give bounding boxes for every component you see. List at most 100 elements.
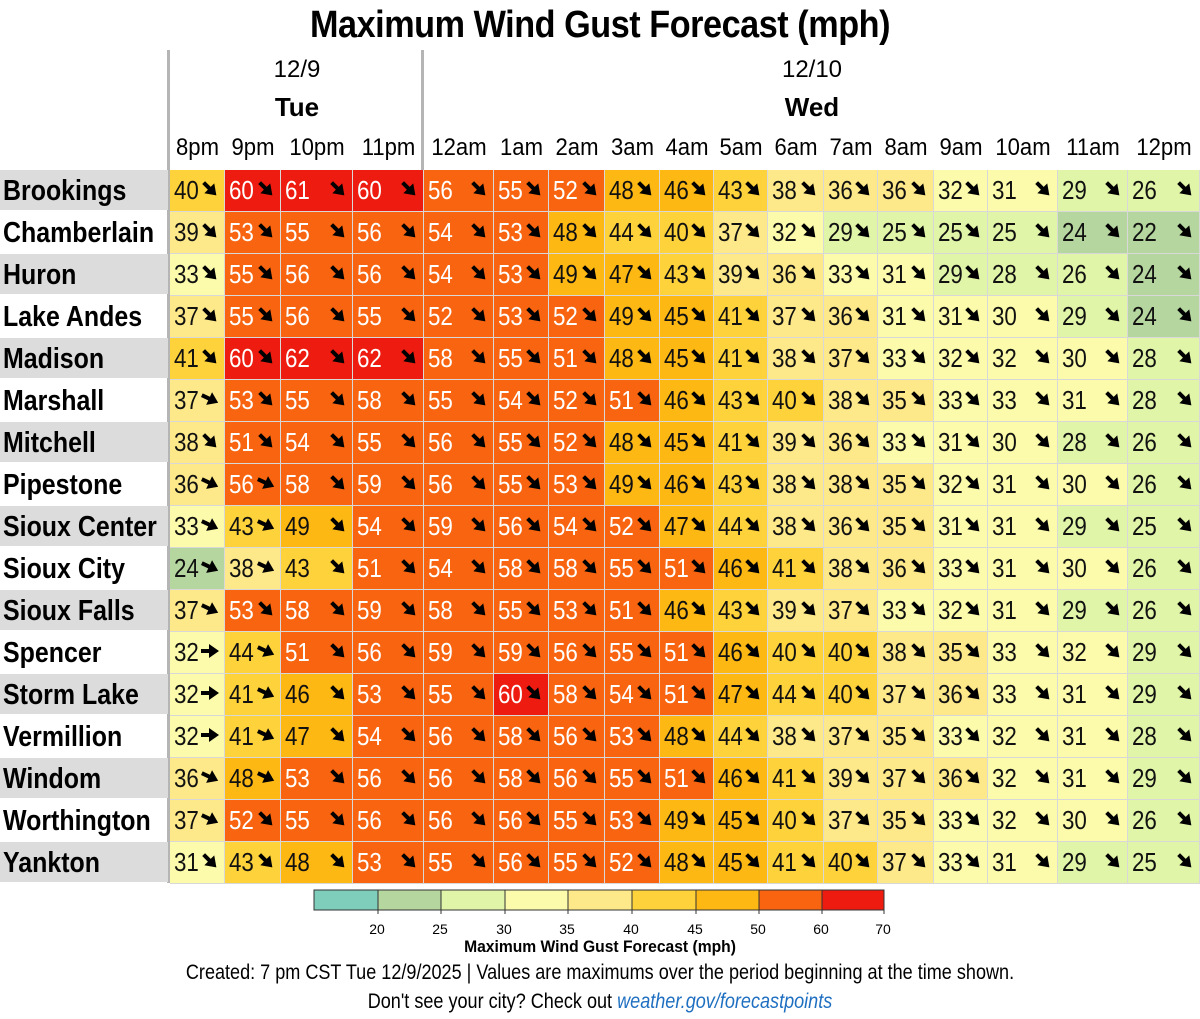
- wind-direction-arrow-icon: [965, 811, 980, 826]
- gust-value: 25: [1132, 847, 1157, 877]
- city-label: Lake Andes: [0, 296, 168, 336]
- wind-direction-arrow-icon: [202, 223, 217, 238]
- gust-value: 51: [357, 553, 382, 583]
- heatmap-cell: 54: [605, 674, 660, 716]
- heatmap-cell: 35: [878, 380, 934, 422]
- wind-direction-arrow-icon: [330, 559, 345, 574]
- heatmap-cell: 53: [225, 212, 281, 254]
- gust-value: 38: [229, 553, 254, 583]
- wind-direction-arrow-icon: [911, 475, 926, 490]
- heatmap-cell: 55: [494, 338, 549, 380]
- wind-direction-arrow-icon: [330, 685, 345, 700]
- gust-value: 43: [229, 847, 254, 877]
- gust-value: 28: [1132, 385, 1157, 415]
- heatmap-cell: 46: [660, 380, 714, 422]
- wind-direction-arrow-icon: [330, 601, 345, 616]
- gust-value: 31: [992, 511, 1017, 541]
- heatmap-cell: 52: [605, 842, 660, 884]
- heatmap-cell: 32: [170, 674, 225, 716]
- gust-value: 49: [609, 301, 634, 331]
- gust-value: 44: [772, 679, 797, 709]
- wind-direction-arrow-icon: [330, 853, 345, 868]
- wind-direction-arrow-icon: [637, 223, 652, 238]
- gust-value: 54: [553, 511, 578, 541]
- gust-value: 56: [229, 469, 254, 499]
- heatmap-cell: 43: [660, 254, 714, 296]
- wind-direction-arrow-icon: [258, 391, 273, 406]
- heatmap-cell: 51: [549, 338, 605, 380]
- gust-value: 31: [882, 301, 907, 331]
- heatmap-cell: 51: [281, 632, 353, 674]
- heatmap-cell: 62: [353, 338, 424, 380]
- gust-value: 58: [553, 679, 578, 709]
- wind-direction-arrow-icon: [801, 349, 816, 364]
- gust-value: 56: [357, 259, 382, 289]
- heatmap-cell: 32: [988, 338, 1058, 380]
- wind-direction-arrow-icon: [1035, 643, 1050, 658]
- gust-value: 26: [1132, 805, 1157, 835]
- day-label-tue: Tue: [274, 92, 320, 122]
- heatmap-cell: 52: [225, 800, 281, 842]
- heatmap-cell: 28: [1058, 422, 1128, 464]
- gust-value: 40: [664, 217, 689, 247]
- heatmap-cell: 48: [660, 842, 714, 884]
- wind-direction-arrow-icon: [258, 181, 273, 196]
- legend-swatch: [821, 889, 885, 911]
- wind-direction-arrow-icon: [256, 476, 275, 489]
- heatmap-cell: 56: [281, 296, 353, 338]
- wind-direction-arrow-icon: [965, 853, 980, 868]
- gust-value: 58: [285, 469, 310, 499]
- wind-direction-arrow-icon: [201, 686, 219, 700]
- wind-direction-arrow-icon: [637, 811, 652, 826]
- wind-direction-arrow-icon: [855, 727, 870, 742]
- heatmap-cell: 44: [225, 632, 281, 674]
- wind-direction-arrow-icon: [471, 349, 486, 364]
- gust-value: 43: [664, 259, 689, 289]
- city-name: Windom: [3, 763, 102, 795]
- heatmap-cell: 53: [353, 674, 424, 716]
- forecastpoints-link[interactable]: weather.gov/forecastpoints: [617, 990, 833, 1013]
- wind-direction-arrow-icon: [330, 433, 345, 448]
- gust-value: 26: [1132, 175, 1157, 205]
- gust-value: 56: [498, 805, 523, 835]
- wind-direction-arrow-icon: [637, 559, 652, 574]
- gust-value: 29: [1062, 847, 1087, 877]
- hour-label: 9pm: [231, 134, 275, 161]
- wind-direction-arrow-icon: [1035, 517, 1050, 532]
- gust-value: 35: [882, 385, 907, 415]
- wind-direction-arrow-icon: [401, 643, 416, 658]
- gust-value: 35: [882, 805, 907, 835]
- wind-direction-arrow-icon: [691, 265, 706, 280]
- gust-value: 60: [229, 175, 254, 205]
- gust-value: 28: [992, 259, 1017, 289]
- wind-direction-arrow-icon: [330, 811, 345, 826]
- wind-direction-arrow-icon: [745, 769, 760, 784]
- gust-value: 38: [174, 427, 199, 457]
- wind-direction-arrow-icon: [691, 391, 706, 406]
- heatmap-cell: 41: [714, 296, 768, 338]
- gust-value: 40: [174, 175, 199, 205]
- gust-value: 30: [1062, 805, 1087, 835]
- gust-value: 53: [229, 385, 254, 415]
- heatmap-cell: 28: [1128, 380, 1200, 422]
- heatmap-cell: 24: [1058, 212, 1128, 254]
- heatmap-cell: 56: [424, 758, 494, 800]
- gust-value: 58: [428, 343, 453, 373]
- wind-direction-arrow-icon: [258, 601, 273, 616]
- gust-value: 41: [772, 763, 797, 793]
- legend-swatch: [631, 889, 697, 911]
- gust-value: 36: [938, 763, 963, 793]
- wind-direction-arrow-icon: [801, 685, 816, 700]
- heatmap-cell: 29: [934, 254, 988, 296]
- gust-value: 33: [938, 721, 963, 751]
- gust-value: 38: [772, 175, 797, 205]
- heatmap-cell: 36: [768, 254, 824, 296]
- gust-value: 56: [357, 805, 382, 835]
- gust-value: 58: [498, 763, 523, 793]
- gust-value: 30: [1062, 343, 1087, 373]
- gust-value: 56: [428, 763, 453, 793]
- gust-value: 56: [357, 637, 382, 667]
- wind-direction-arrow-icon: [965, 475, 980, 490]
- heatmap-cell: 33: [934, 800, 988, 842]
- heatmap-cell: 26: [1128, 548, 1200, 590]
